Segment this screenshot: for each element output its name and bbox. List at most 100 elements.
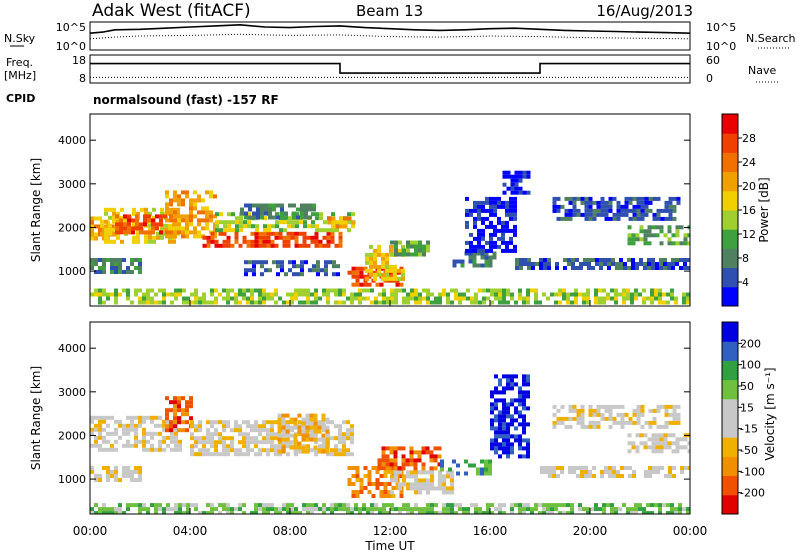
- power-cell: [302, 243, 307, 248]
- power-cell: [294, 288, 298, 293]
- velocity-cell: [640, 404, 645, 409]
- velocity-cell: [309, 417, 314, 422]
- velocity-cell: [656, 424, 661, 429]
- velocity-cell: [98, 511, 102, 514]
- power-cell: [473, 208, 477, 213]
- velocity-cell: [234, 420, 238, 425]
- power-cell: [332, 272, 336, 277]
- velocity-cell: [498, 430, 502, 435]
- velocity-cell: [502, 438, 506, 443]
- power-cell: [381, 276, 385, 281]
- power-cell: [579, 266, 583, 270]
- power-cell: [377, 264, 381, 269]
- velocity-cell: [632, 474, 636, 478]
- velocity-cell: [194, 428, 198, 433]
- power-cell: [394, 292, 398, 297]
- velocity-cell: [422, 470, 426, 475]
- power-cell: [306, 243, 311, 248]
- velocity-cell: [679, 437, 684, 442]
- power-cell: [266, 296, 270, 301]
- velocity-cell: [592, 420, 597, 425]
- velocity-cell: [430, 503, 434, 508]
- velocity-cell: [321, 421, 326, 426]
- power-cell: [663, 258, 667, 262]
- velocity-cell: [118, 423, 122, 428]
- velocity-cell: [442, 490, 446, 495]
- velocity-cell: [281, 449, 286, 454]
- power-cell: [135, 214, 139, 219]
- velocity-cell: [310, 503, 314, 508]
- power-cell: [351, 224, 355, 229]
- velocity-cell: [313, 437, 318, 442]
- power-cell: [643, 266, 647, 270]
- velocity-cell: [154, 511, 158, 514]
- power-cell: [308, 268, 312, 273]
- velocity-cell: [106, 439, 110, 444]
- power-cell: [414, 240, 418, 245]
- power-cell: [402, 288, 406, 293]
- power-cell: [614, 288, 618, 293]
- power-cell: [143, 222, 147, 227]
- velocity-cell: [270, 436, 274, 441]
- power-cell: [568, 208, 573, 213]
- velocity-cell: [389, 458, 394, 463]
- power-cell: [526, 170, 531, 175]
- power-cell: [542, 292, 546, 297]
- velocity-colorbar-swatch: [722, 437, 738, 457]
- power-cell: [632, 204, 637, 209]
- velocity-cell: [214, 507, 218, 512]
- power-cell: [132, 235, 136, 240]
- power-cell: [181, 214, 185, 219]
- velocity-cell: [398, 507, 402, 512]
- velocity-cell: [652, 466, 656, 470]
- power-cell: [381, 264, 385, 269]
- velocity-cell: [254, 507, 258, 512]
- velocity-cell: [398, 482, 402, 487]
- power-cell: [402, 252, 406, 257]
- power-cell: [675, 262, 679, 266]
- power-cell: [530, 288, 534, 293]
- velocity-cell: [206, 428, 210, 433]
- velocity-cell: [350, 428, 354, 433]
- velocity-cell: [314, 452, 318, 457]
- power-cell: [151, 218, 155, 223]
- velocity-cell: [321, 413, 326, 418]
- velocity-cell: [658, 503, 662, 508]
- velocity-cell: [214, 420, 218, 425]
- velocity-cell: [102, 415, 106, 420]
- power-cell: [358, 292, 362, 297]
- velocity-cell: [628, 474, 632, 478]
- power-cell: [108, 239, 112, 244]
- power-cell: [286, 239, 291, 244]
- power-cell: [481, 204, 485, 209]
- power-cell: [160, 207, 164, 212]
- power-cell: [108, 223, 112, 228]
- velocity-cell: [226, 448, 230, 453]
- velocity-cell: [366, 507, 370, 512]
- power-cell: [555, 262, 559, 266]
- velocity-cell: [262, 511, 266, 514]
- power-cell: [514, 186, 519, 191]
- velocity-cell: [522, 422, 526, 427]
- velocity-cell: [437, 454, 442, 459]
- velocity-cell: [624, 420, 629, 425]
- power-cell: [426, 240, 430, 245]
- power-cell: [568, 200, 573, 205]
- velocity-cell: [518, 511, 522, 514]
- power-cell: [650, 288, 654, 293]
- velocity-cell: [198, 448, 202, 453]
- power-cell: [518, 296, 522, 301]
- velocity-cell: [393, 446, 398, 451]
- power-cell: [493, 212, 497, 217]
- power-cell: [462, 296, 466, 301]
- velocity-cell: [486, 503, 490, 508]
- velocity-cell: [387, 482, 392, 486]
- power-cell: [397, 276, 401, 281]
- velocity-cell: [635, 449, 640, 454]
- velocity-cell: [238, 507, 242, 512]
- velocity-cell: [671, 441, 676, 446]
- power-cell: [538, 300, 542, 305]
- velocity-cell: [598, 507, 602, 512]
- power-cell: [584, 212, 589, 217]
- time-axis: 00:00 04:00 08:00 12:00 16:00 20:00 00:00: [73, 300, 707, 538]
